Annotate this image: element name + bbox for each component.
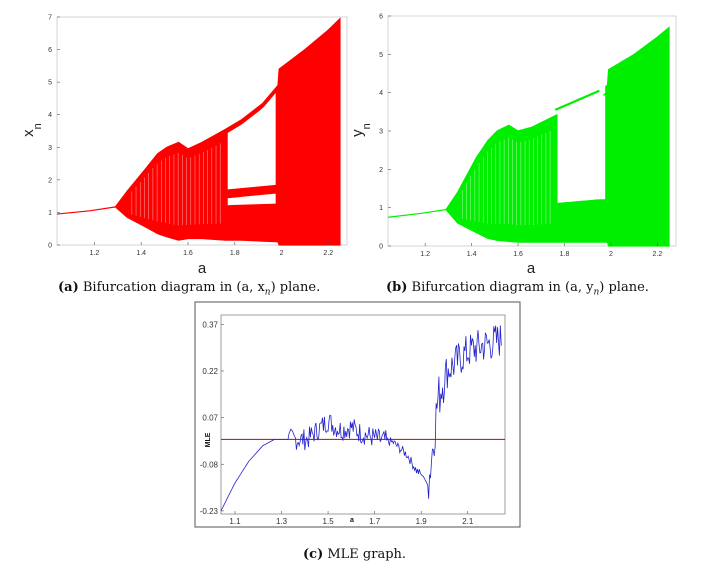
panel-b-middle-window bbox=[557, 95, 606, 203]
caption-b-tail: ) plane. bbox=[599, 280, 649, 295]
panel-b-axes: 1.2 1.4 1.6 1.8 2 2.2 0 1 2 3 4 5 6 bbox=[379, 14, 662, 259]
panel-c-axes: 1.1 1.3 1.5 1.7 1.9 2.1 -0.23 -0.08 0.07 0.22 0.37 bbox=[200, 320, 474, 526]
panel-a-xlabel: a bbox=[198, 260, 207, 277]
panel-b-branch-0 bbox=[554, 89, 600, 111]
caption-c: (c) MLE graph. bbox=[303, 547, 406, 562]
svg-text:xn: xn bbox=[20, 123, 44, 137]
panel-b-ytick-label: 0 bbox=[379, 244, 383, 251]
panel-b-ylabel-sub: n bbox=[361, 123, 373, 129]
panel-c-ytick-label: -0.08 bbox=[200, 460, 219, 469]
panel-a-branch-2 bbox=[225, 234, 277, 238]
panel-b-ytick-label: 2 bbox=[379, 167, 383, 174]
panel-b-xtick-label: 2.2 bbox=[653, 251, 663, 258]
panel-c-xtick-label: 1.5 bbox=[323, 517, 335, 526]
panel-a-ytick-label: 6 bbox=[48, 47, 52, 54]
panel-b-ylabel-main: y bbox=[349, 129, 366, 137]
panel-c-xlabel: a bbox=[350, 517, 354, 524]
panel-b-ytick-label: 1 bbox=[379, 205, 383, 212]
panel-a-ytick-label: 2 bbox=[48, 177, 52, 184]
panel-c-chart: 1.1 1.3 1.5 1.7 1.9 2.1 -0.23 -0.08 0.07 0.22 0.37… bbox=[194, 301, 521, 528]
panel-b-xtick-label: 1.8 bbox=[560, 251, 570, 258]
panel-a-ytick-label: 1 bbox=[48, 210, 52, 217]
caption-b-text: Bifurcation diagram in (a, y bbox=[411, 280, 594, 295]
panel-a-ylabel-sub: n bbox=[32, 123, 44, 129]
caption-b: (b) Bifurcation diagram in (a, yn) plane… bbox=[386, 280, 649, 298]
panel-c-ytick-label: 0.07 bbox=[202, 414, 218, 423]
panel-b-xtick-label: 1.2 bbox=[420, 251, 430, 258]
panel-c-plot-frame bbox=[220, 314, 506, 515]
panel-b-ytick-label: 6 bbox=[379, 14, 383, 21]
panel-b-xlabel: a bbox=[527, 260, 536, 277]
panel-c-xtick-label: 1.1 bbox=[229, 517, 241, 526]
caption-b-tag: (b) bbox=[386, 280, 408, 295]
panel-a-branch-0 bbox=[225, 188, 277, 196]
panel-b-marks bbox=[387, 26, 670, 247]
panel-a-xtick-label: 2.2 bbox=[323, 250, 333, 257]
panel-b-xtick-label: 1.6 bbox=[513, 251, 523, 258]
panel-c-xtick-label: 1.7 bbox=[369, 517, 381, 526]
panel-a-middle-window bbox=[227, 193, 276, 206]
panel-a-upper-window bbox=[227, 93, 276, 190]
caption-b-sub: n bbox=[593, 287, 600, 298]
caption-c-text: MLE graph. bbox=[327, 547, 407, 562]
panel-a-ylabel: xn bbox=[20, 123, 44, 137]
caption-a-tag: (a) bbox=[58, 280, 79, 295]
panel-a-xtick-label: 2 bbox=[280, 250, 284, 257]
panel-c-ylabel: MLE bbox=[205, 432, 212, 447]
panel-b-ytick-label: 3 bbox=[379, 129, 383, 136]
panel-c-xtick-label: 1.9 bbox=[416, 517, 428, 526]
panel-c-ytick-label: 0.22 bbox=[202, 367, 218, 376]
panel-a-ytick-label: 4 bbox=[48, 112, 52, 119]
panel-c-marks bbox=[220, 325, 505, 512]
panel-a-xtick-label: 1.2 bbox=[90, 250, 100, 257]
svg-text:yn: yn bbox=[349, 123, 373, 137]
panel-a-marks bbox=[56, 17, 341, 246]
panel-c-ytick-label: 0.37 bbox=[202, 320, 218, 329]
caption-a-sub: n bbox=[264, 287, 271, 298]
panel-c-xtick-label: 2.1 bbox=[462, 517, 474, 526]
panel-b-branch-2 bbox=[555, 237, 600, 242]
caption-c-tag: (c) bbox=[303, 547, 324, 562]
panel-b-xtick-label: 2 bbox=[609, 251, 613, 258]
panel-a-envelope bbox=[56, 17, 341, 246]
panel-b-chart: 1.2 1.4 1.6 1.8 2 2.2 0 1 2 3 4 5 6 a yn bbox=[349, 14, 677, 277]
panel-a-ytick-label: 5 bbox=[48, 80, 52, 87]
panel-a-xtick-label: 1.4 bbox=[136, 250, 146, 257]
panel-b-branch-1 bbox=[555, 202, 600, 209]
caption-a-text: Bifurcation diagram in (a, x bbox=[82, 280, 265, 295]
panel-c-xtick-label: 1.3 bbox=[276, 517, 288, 526]
caption-a: (a) Bifurcation diagram in (a, xn) plane… bbox=[58, 280, 320, 298]
panel-c-ytick-label: -0.23 bbox=[200, 507, 219, 516]
panel-a-chart: 1.2 1.4 1.6 1.8 2 2.2 0 1 2 3 4 5 6 7 a xn bbox=[20, 15, 348, 277]
panel-b-ytick-label: 5 bbox=[379, 52, 383, 59]
panel-b-ylabel: yn bbox=[349, 123, 373, 137]
mle-series-line bbox=[220, 325, 502, 512]
panel-a-ylabel-main: x bbox=[20, 129, 37, 137]
panel-a-xtick-label: 1.6 bbox=[183, 250, 193, 257]
panel-a-ytick-label: 7 bbox=[48, 15, 52, 22]
panel-a-xtick-label: 1.8 bbox=[230, 250, 240, 257]
caption-a-tail: ) plane. bbox=[270, 280, 321, 295]
panel-a-ytick-label: 3 bbox=[48, 145, 52, 152]
panel-a-ytick-label: 0 bbox=[48, 243, 52, 250]
panel-a-branch-1 bbox=[225, 206, 277, 211]
panel-b-xtick-label: 1.4 bbox=[467, 251, 477, 258]
panel-a-axes: 1.2 1.4 1.6 1.8 2 2.2 0 1 2 3 4 5 6 7 bbox=[48, 15, 333, 258]
panel-b-ytick-label: 4 bbox=[379, 90, 383, 97]
